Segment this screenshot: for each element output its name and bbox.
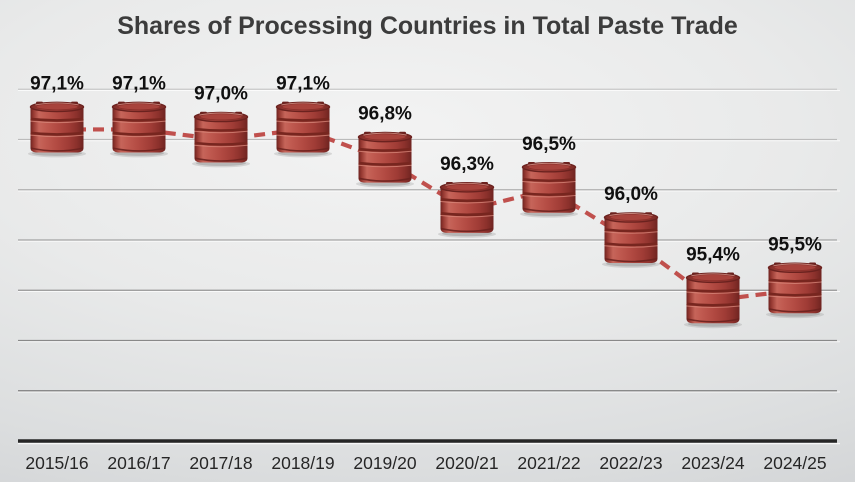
value-label: 97,1% bbox=[276, 73, 330, 94]
x-axis-label: 2024/25 bbox=[763, 453, 826, 473]
x-axis-label: 2017/18 bbox=[189, 453, 252, 473]
x-axis-label: 2023/24 bbox=[681, 453, 745, 473]
value-label: 95,4% bbox=[686, 244, 740, 265]
oil-barrel-icon bbox=[190, 110, 252, 169]
value-label: 96,0% bbox=[604, 184, 658, 205]
gridlines bbox=[18, 88, 840, 393]
value-label: 96,8% bbox=[358, 104, 412, 125]
value-label: 97,1% bbox=[112, 73, 166, 94]
oil-barrel-icon bbox=[108, 100, 170, 159]
oil-barrel-icon bbox=[764, 261, 826, 320]
value-labels: 97,1% 97,1% 97,0% 97,1% 96,8% 96,3% 96,5% 96,0%… bbox=[30, 73, 822, 265]
value-label: 97,0% bbox=[194, 84, 248, 105]
oil-barrel-icon bbox=[354, 130, 416, 189]
oil-barrel-icon bbox=[682, 271, 744, 330]
x-axis-label: 2020/21 bbox=[435, 453, 498, 473]
x-axis-label: 2019/20 bbox=[353, 453, 417, 473]
chart-title: Shares of Processing Countries in Total … bbox=[117, 12, 738, 40]
oil-barrel-icon bbox=[436, 180, 498, 240]
value-label: 95,5% bbox=[768, 234, 822, 255]
x-axis-label: 2016/17 bbox=[107, 453, 170, 473]
x-axis-label: 2018/19 bbox=[271, 453, 334, 473]
x-axis-label: 2022/23 bbox=[599, 453, 662, 473]
value-label: 96,5% bbox=[522, 134, 576, 155]
x-axis-line bbox=[18, 439, 840, 445]
value-label: 97,1% bbox=[30, 73, 84, 94]
dashed-trend-line bbox=[57, 127, 796, 303]
oil-barrel-icon bbox=[26, 100, 88, 159]
barrel-markers bbox=[26, 100, 826, 330]
x-axis-label: 2021/22 bbox=[517, 453, 580, 473]
oil-barrel-icon bbox=[600, 210, 662, 270]
value-label: 96,3% bbox=[440, 154, 494, 175]
x-axis-labels: 2015/16 2016/17 2017/18 2018/19 2019/20 2020/… bbox=[25, 453, 826, 473]
oil-barrel-icon bbox=[272, 100, 334, 159]
x-axis-label: 2015/16 bbox=[25, 453, 88, 473]
trend-line bbox=[57, 127, 796, 303]
oil-barrel-icon bbox=[518, 160, 580, 219]
